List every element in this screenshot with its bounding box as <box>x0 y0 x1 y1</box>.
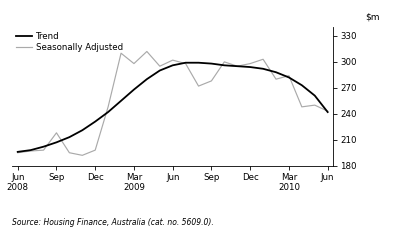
Trend <box>158 69 162 72</box>
Trend <box>248 66 252 68</box>
Seasonally Adjusted <box>287 74 291 77</box>
Seasonally Adjusted <box>183 62 188 65</box>
Seasonally Adjusted <box>67 151 72 154</box>
Seasonally Adjusted <box>299 106 304 108</box>
Text: $m: $m <box>365 13 380 22</box>
Seasonally Adjusted <box>196 85 201 87</box>
Seasonally Adjusted <box>248 62 252 65</box>
Seasonally Adjusted <box>93 149 98 151</box>
Seasonally Adjusted <box>261 58 266 61</box>
Seasonally Adjusted <box>158 65 162 68</box>
Seasonally Adjusted <box>209 79 214 82</box>
Seasonally Adjusted <box>312 104 317 106</box>
Seasonally Adjusted <box>15 151 20 154</box>
Seasonally Adjusted <box>119 52 123 54</box>
Seasonally Adjusted <box>222 60 227 63</box>
Trend <box>222 64 227 67</box>
Trend <box>274 71 278 74</box>
Seasonally Adjusted <box>41 149 46 151</box>
Trend <box>145 78 149 81</box>
Trend <box>28 149 33 151</box>
Trend <box>312 94 317 97</box>
Seasonally Adjusted <box>274 78 278 81</box>
Trend <box>287 76 291 79</box>
Trend <box>183 61 188 64</box>
Text: Source: Housing Finance, Australia (cat. no. 5609.0).: Source: Housing Finance, Australia (cat.… <box>12 218 214 227</box>
Seasonally Adjusted <box>145 50 149 53</box>
Seasonally Adjusted <box>80 154 85 157</box>
Trend <box>170 64 175 67</box>
Seasonally Adjusted <box>106 106 110 108</box>
Trend <box>15 151 20 153</box>
Trend <box>196 61 201 64</box>
Seasonally Adjusted <box>325 110 330 113</box>
Trend <box>41 145 46 148</box>
Trend <box>299 84 304 86</box>
Trend <box>80 129 85 132</box>
Seasonally Adjusted <box>235 65 240 68</box>
Trend <box>67 136 72 138</box>
Trend <box>93 120 98 123</box>
Seasonally Adjusted <box>170 59 175 62</box>
Seasonally Adjusted <box>54 131 59 134</box>
Trend <box>209 62 214 65</box>
Trend <box>131 88 136 91</box>
Trend <box>106 111 110 114</box>
Trend <box>235 65 240 68</box>
Trend <box>119 99 123 102</box>
Line: Trend: Trend <box>18 63 328 152</box>
Line: Seasonally Adjusted: Seasonally Adjusted <box>18 52 328 155</box>
Trend <box>261 67 266 70</box>
Legend: Trend, Seasonally Adjusted: Trend, Seasonally Adjusted <box>16 32 123 52</box>
Trend <box>325 111 330 114</box>
Seasonally Adjusted <box>28 150 33 152</box>
Seasonally Adjusted <box>131 62 136 65</box>
Trend <box>54 141 59 144</box>
